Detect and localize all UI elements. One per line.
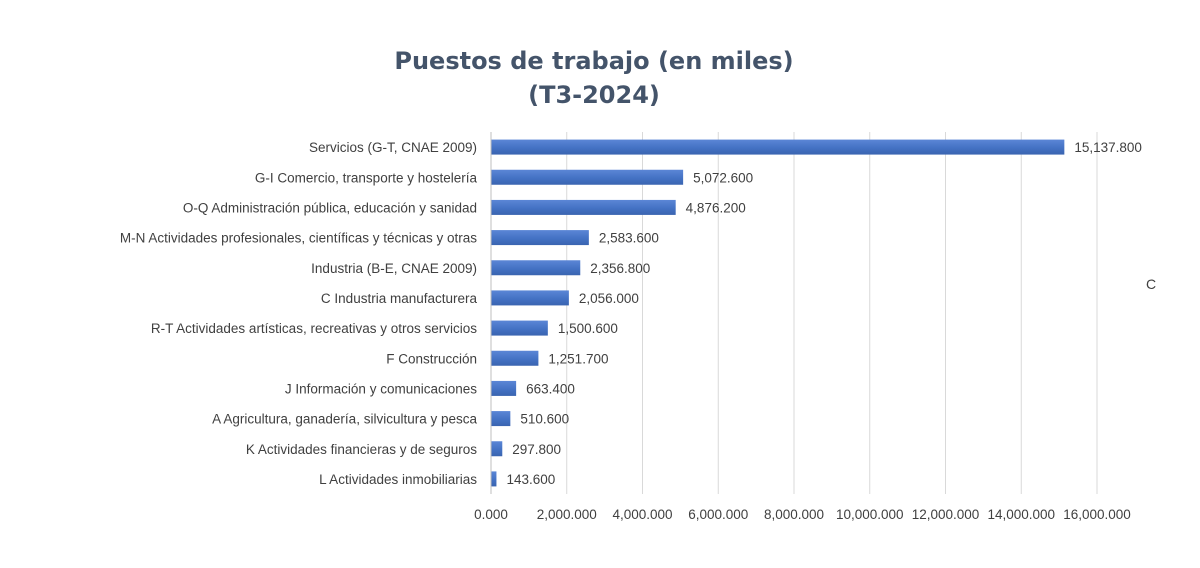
bar [491, 441, 503, 457]
bar [491, 139, 1065, 155]
category-label: F Construcción [386, 351, 477, 366]
x-tick-label: 14,000.000 [987, 507, 1055, 522]
x-tick-label: 0.000 [474, 507, 508, 522]
x-tick-label: 2,000.000 [537, 507, 597, 522]
data-label: 2,056.000 [579, 291, 639, 306]
data-label: 2,583.600 [599, 231, 659, 246]
x-tick-label: 10,000.000 [836, 507, 904, 522]
chart-title-line-2: (T3-2024) [528, 81, 660, 109]
data-label: 1,251.700 [548, 351, 608, 366]
bar [491, 199, 676, 215]
labels: 0.000 2,000.000 4,000.000 6,000.000 8,000.00… [120, 140, 1142, 522]
category-label: A Agricultura, ganadería, silvicultura y… [212, 412, 477, 427]
bar [491, 320, 548, 336]
category-label: J Información y comunicaciones [285, 381, 477, 396]
bar [491, 411, 511, 427]
category-label: O-Q Administración pública, educación y … [183, 200, 477, 215]
x-tick-label: 8,000.000 [764, 507, 824, 522]
bar [491, 350, 539, 366]
bar [491, 471, 497, 487]
category-label: C Industria manufacturera [321, 291, 478, 306]
x-tick-label: 12,000.000 [912, 507, 980, 522]
category-label: L Actividades inmobiliarias [319, 472, 477, 487]
data-label: 2,356.800 [590, 261, 650, 276]
bar [491, 230, 589, 246]
x-tick-label: 6,000.000 [688, 507, 748, 522]
x-tick-label: 16,000.000 [1063, 507, 1131, 522]
bar [491, 380, 517, 396]
category-label: Industria (B-E, CNAE 2009) [311, 261, 477, 276]
category-label: M-N Actividades profesionales, científic… [120, 231, 477, 246]
bar [491, 260, 581, 276]
bar [491, 169, 684, 185]
data-label: 297.800 [512, 442, 561, 457]
bars [491, 139, 1065, 487]
data-label: 143.600 [506, 472, 555, 487]
chart-title-line-1: Puestos de trabajo (en miles) [394, 47, 793, 75]
data-label: 1,500.600 [558, 321, 618, 336]
category-label: G-I Comercio, transporte y hostelería [255, 170, 478, 185]
data-label: 4,876.200 [686, 200, 746, 215]
data-label: 5,072.600 [693, 170, 753, 185]
category-label: K Actividades financieras y de seguros [246, 442, 477, 457]
clipped-edge-text: C [1146, 276, 1156, 292]
x-tick-label: 4,000.000 [612, 507, 672, 522]
data-label: 15,137.800 [1074, 140, 1142, 155]
bar [491, 290, 569, 306]
data-label: 510.600 [520, 412, 569, 427]
data-label: 663.400 [526, 381, 575, 396]
category-label: Servicios (G-T, CNAE 2009) [309, 140, 477, 155]
gridlines [490, 132, 1098, 494]
category-label: R-T Actividades artísticas, recreativas … [151, 321, 477, 336]
